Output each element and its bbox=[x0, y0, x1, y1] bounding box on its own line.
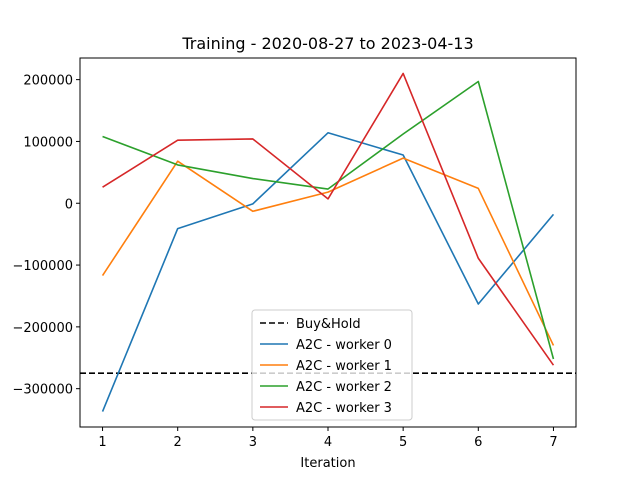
x-tick-label: 1 bbox=[98, 435, 106, 450]
plot-frame bbox=[79, 57, 577, 428]
y-tick-label: −200000 bbox=[12, 321, 73, 336]
series-line-worker-3 bbox=[102, 72, 555, 366]
x-tick-label: 4 bbox=[324, 435, 332, 450]
y-tick-label: 200000 bbox=[23, 74, 73, 89]
y-tick-label: −300000 bbox=[12, 383, 73, 398]
legend-label: Buy&Hold bbox=[296, 317, 361, 332]
x-axis: 1 2 3 4 5 6 7 bbox=[98, 427, 558, 450]
x-axis-label: Iteration bbox=[300, 456, 355, 471]
x-tick-label: 6 bbox=[474, 435, 482, 450]
legend-label: A2C - worker 0 bbox=[296, 338, 392, 353]
chart-title: Training - 2020-08-27 to 2023-04-13 bbox=[181, 34, 473, 53]
legend-label: A2C - worker 1 bbox=[296, 359, 392, 374]
legend-box bbox=[251, 309, 413, 421]
legend-label: A2C - worker 3 bbox=[296, 401, 392, 416]
y-axis: −300000 −200000 −100000 0 100000 200000 bbox=[12, 74, 80, 398]
legend: Buy&Hold A2C - worker 0 A2C - worker 1 A2C … bbox=[251, 309, 413, 421]
x-tick-label: 5 bbox=[399, 435, 407, 450]
x-tick-label: 3 bbox=[249, 435, 257, 450]
series-line-worker-0 bbox=[101, 131, 555, 412]
x-tick-label: 7 bbox=[549, 435, 557, 450]
series-line-worker-1 bbox=[101, 157, 555, 346]
y-tick-label: −100000 bbox=[12, 259, 73, 274]
x-tick-label: 2 bbox=[174, 435, 182, 450]
legend-label: A2C - worker 2 bbox=[296, 380, 392, 395]
y-tick-label: 100000 bbox=[23, 135, 73, 150]
y-tick-label: 0 bbox=[65, 197, 73, 212]
series-line-worker-2 bbox=[102, 80, 555, 360]
